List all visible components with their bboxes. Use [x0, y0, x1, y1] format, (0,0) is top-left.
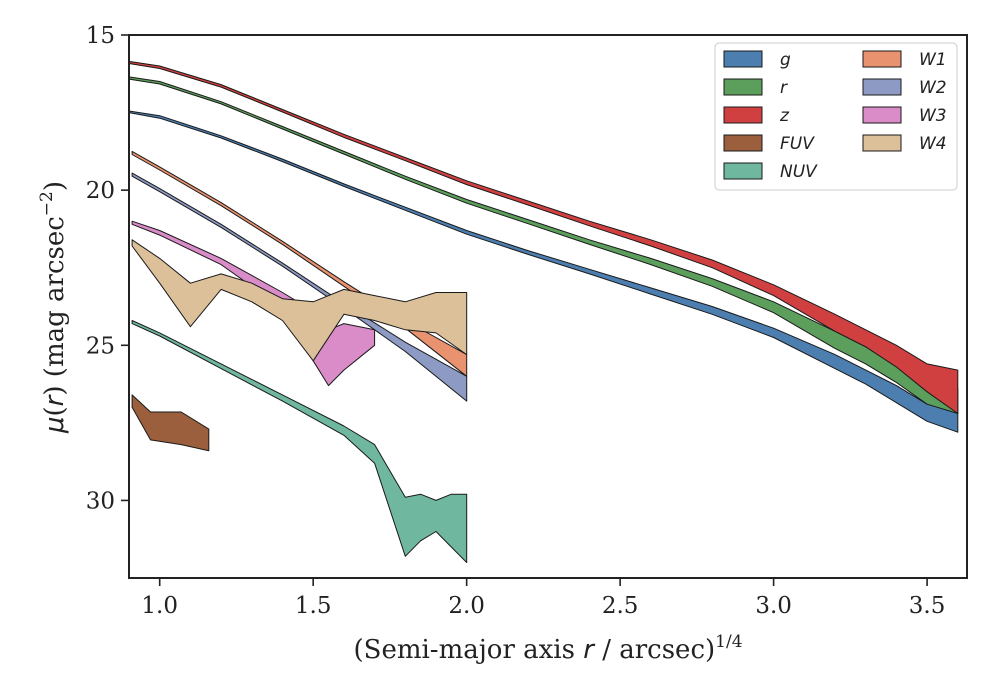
legend: grz FUV NUV W1 W2 W3 W4: [714, 42, 958, 191]
y-axis-label: μ(r) (mag arcsec−2): [37, 181, 70, 434]
y-axis-label-func: μ: [40, 416, 70, 434]
legend-label-z: z: [779, 106, 790, 126]
legend-label-g: g: [780, 50, 791, 70]
band-area-w2: [131, 172, 468, 402]
y-axis-label-var: r: [40, 393, 70, 406]
y-axis-label-close: ): [40, 181, 70, 191]
y-tick-label: 30: [86, 488, 115, 514]
band-area-w4: [131, 239, 468, 362]
y-tick-label: 20: [86, 178, 115, 204]
x-tick-label: 3.0: [755, 593, 792, 619]
x-axis-label-var: r: [583, 635, 596, 665]
x-axis-label-exp: 1/4: [715, 632, 742, 652]
legend-swatch-w4: [862, 134, 902, 152]
y-tick-label: 25: [86, 333, 115, 359]
legend-label-w3: W3: [919, 106, 947, 126]
x-tick-label: 3.5: [909, 593, 946, 619]
legend-swatch-z: [723, 106, 763, 124]
legend-swatch-r: [723, 78, 763, 96]
band-areas: [128, 60, 959, 563]
legend-swatch-w3: [862, 106, 902, 124]
legend-label-w4: W4: [919, 134, 947, 154]
x-axis-label-prefix: (Semi-major axis: [353, 635, 583, 665]
y-axis-label-unit: (mag arcsec: [40, 216, 70, 385]
legend-label-w1: W1: [919, 50, 947, 70]
legend-label-fuv: FUV: [780, 134, 815, 154]
band-area-g: [128, 110, 959, 433]
x-tick-label: 1.5: [295, 593, 332, 619]
band-area-nuv: [131, 320, 468, 563]
legend-swatch-fuv: [723, 134, 763, 152]
x-axis-ticks: 1.0 1.5 2.0 2.5 3.0 3.5: [141, 578, 945, 619]
y-axis-label-exp: −2: [37, 191, 57, 216]
band-area-z: [128, 60, 959, 414]
y-axis-label-paren-open: (: [40, 406, 70, 416]
x-axis-label: (Semi-major axis r / arcsec)1/4: [353, 632, 742, 665]
legend-swatch-g: [723, 50, 763, 68]
legend-swatch-w1: [862, 50, 902, 68]
y-axis-label-paren-close: ): [40, 385, 70, 395]
y-axis-ticks: 15 20 25 30: [86, 23, 129, 514]
legend-label-nuv: NUV: [780, 162, 818, 182]
legend-label-r: r: [780, 78, 788, 98]
plot-frame: [128, 34, 968, 579]
x-axis-label-suffix: / arcsec): [594, 635, 715, 665]
legend-swatch-w2: [862, 78, 902, 96]
x-tick-label: 2.5: [602, 593, 639, 619]
band-area-fuv: [131, 394, 210, 452]
x-tick-label: 1.0: [141, 593, 178, 619]
legend-swatch-nuv: [723, 162, 763, 180]
legend-label-w2: W2: [919, 78, 947, 98]
y-tick-label: 15: [86, 23, 115, 49]
x-tick-label: 2.0: [448, 593, 485, 619]
